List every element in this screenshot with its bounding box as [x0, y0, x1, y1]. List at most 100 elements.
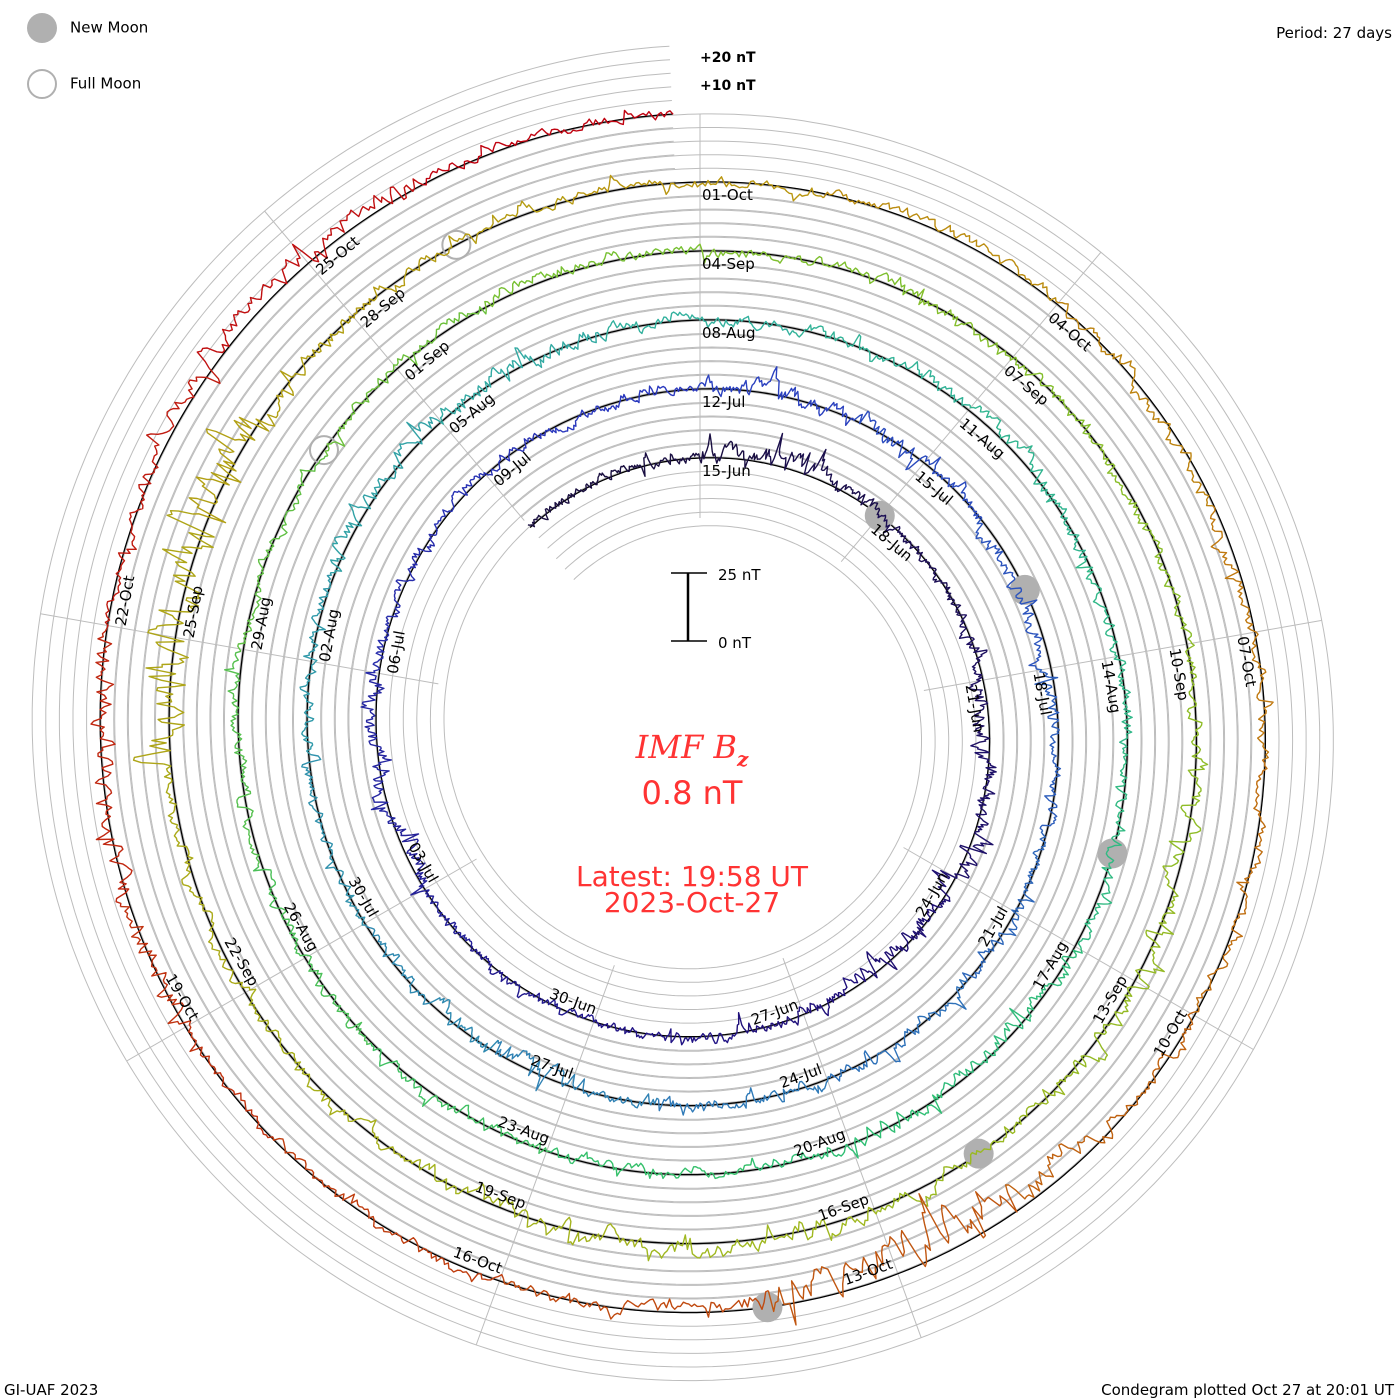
- bz-trace-segment: [365, 533, 436, 674]
- bz-trace-segment: [827, 979, 968, 1082]
- date-label: 30-Jun: [547, 985, 599, 1019]
- bz-trace-segment: [349, 195, 574, 319]
- bz-trace-segment: [642, 1206, 879, 1262]
- bz-trace-segment: [962, 830, 1047, 980]
- bz-trace-segment: [697, 243, 919, 296]
- bz-trace-segment: [767, 1191, 1018, 1326]
- bz-trace-segment: [657, 1076, 829, 1116]
- date-label: 18-Jun: [867, 520, 916, 565]
- grid-line: [72, 86, 1294, 1341]
- zero-baseline-spiral: [99, 113, 1267, 1314]
- full-moon-legend-label: Full Moon: [70, 75, 141, 93]
- date-label: 15-Jun: [702, 462, 751, 480]
- bz-trace-segment: [1077, 751, 1129, 948]
- bz-trace-segment: [605, 311, 794, 342]
- bz-trace-segment: [940, 947, 1083, 1093]
- bz-trace-segment: [365, 924, 499, 1053]
- bz-trace-segment: [916, 288, 1091, 438]
- parameter-title-sub: z: [736, 747, 749, 771]
- grid-line: [31, 45, 1334, 1382]
- bz-trace-segment: [132, 510, 215, 765]
- spoke-line: [782, 957, 922, 1338]
- bz-trace-segment: [548, 1147, 753, 1180]
- footer-credit: GI-UAF 2023: [4, 1381, 98, 1399]
- period-label: Period: 27 days: [1276, 24, 1392, 42]
- scale-top-label: 25 nT: [718, 566, 761, 584]
- bz-trace-segment: [104, 367, 221, 629]
- full-moon-legend-icon: [27, 69, 57, 99]
- bz-trace-segment: [792, 324, 971, 406]
- bz-trace-segment: [1069, 865, 1179, 1077]
- grid-label-plus20: +20 nT: [700, 50, 756, 66]
- bz-trace-segment: [495, 1040, 659, 1109]
- bz-trace-segment: [223, 650, 260, 866]
- new-moon-marker: [963, 1138, 994, 1169]
- bz-trace-segment: [1209, 505, 1274, 761]
- new-moon-legend-label: New Moon: [70, 19, 148, 37]
- bz-trace-segment: [422, 109, 674, 186]
- bz-trace-segment: [484, 245, 699, 310]
- bz-trace-segment: [392, 822, 473, 948]
- bz-trace-segment: [370, 1043, 550, 1155]
- bz-trace-segment: [299, 572, 332, 756]
- bz-trace-segment: [751, 1092, 943, 1172]
- grid-line: [45, 59, 1321, 1368]
- bz-trace: [90, 109, 1274, 1326]
- latest-date: 2023-Oct-27: [604, 886, 780, 919]
- bz-trace-segment: [958, 614, 991, 746]
- bz-trace-segment: [1088, 436, 1193, 642]
- bz-trace-segment: [324, 306, 487, 457]
- full-moon-marker: [441, 229, 472, 260]
- date-label: 21-Jun: [962, 683, 988, 734]
- date-label: 08-Aug: [702, 324, 755, 342]
- bz-trace-segment: [1075, 560, 1133, 753]
- date-label: 12-Jul: [702, 393, 745, 411]
- bz-trace-segment: [1162, 640, 1209, 867]
- grid-line: [58, 72, 1307, 1354]
- bz-trace-segment: [877, 1075, 1071, 1213]
- bz-trace-segment: [1004, 1011, 1195, 1200]
- new-moon-marker: [864, 500, 895, 531]
- bz-trace-segment: [436, 331, 607, 425]
- bz-trace-segment: [527, 464, 638, 528]
- bz-trace-segment: [248, 988, 421, 1165]
- scale-bar: 25 nT 0 nT: [671, 566, 761, 652]
- footer-plotted: Condegram plotted Oct 27 at 20:01 UT: [1101, 1381, 1395, 1399]
- bz-trace-segment: [90, 628, 133, 907]
- new-moon-marker: [752, 1292, 783, 1323]
- bz-trace-segment: [763, 432, 881, 516]
- grid-label-plus10: +10 nT: [700, 78, 756, 94]
- bz-trace-segment: [1193, 759, 1268, 1013]
- zero-line: [99, 113, 1267, 1314]
- bz-trace-segment: [301, 753, 366, 926]
- date-label: 01-Oct: [702, 186, 753, 204]
- bz-trace-segment: [1034, 668, 1062, 832]
- new-moon-legend-icon: [27, 13, 57, 43]
- grid-line: [153, 168, 1212, 1259]
- grid-line: [86, 100, 1280, 1327]
- bz-trace-segment: [360, 672, 396, 824]
- bz-trace-segment: [853, 410, 983, 520]
- grid-line: [140, 154, 1226, 1273]
- date-label: 19-Oct: [162, 971, 203, 1024]
- parameter-title-main: IMF B: [635, 728, 737, 766]
- bz-trace-segment: [969, 404, 1088, 562]
- bz-trace-segment: [975, 517, 1043, 670]
- bz-trace-segment: [822, 189, 1057, 302]
- bz-trace-segment: [120, 905, 274, 1139]
- bz-trace-segment: [1055, 300, 1213, 507]
- grid-spirals: [31, 45, 1334, 1382]
- latest-time: Latest: 19:58 UT: [576, 860, 809, 893]
- current-value: 0.8 nT: [642, 774, 743, 812]
- bz-trace-segment: [502, 1278, 769, 1320]
- bz-trace-segment: [635, 433, 765, 477]
- bz-trace-segment: [196, 178, 424, 369]
- bz-trace-segment: [252, 864, 372, 1046]
- date-label: 04-Sep: [702, 255, 755, 273]
- grid-line: [113, 127, 1253, 1300]
- bz-trace-segment: [572, 174, 824, 205]
- scale-bottom-label: 0 nT: [718, 634, 752, 652]
- grid-line: [126, 140, 1239, 1286]
- new-moon-marker: [1097, 838, 1128, 869]
